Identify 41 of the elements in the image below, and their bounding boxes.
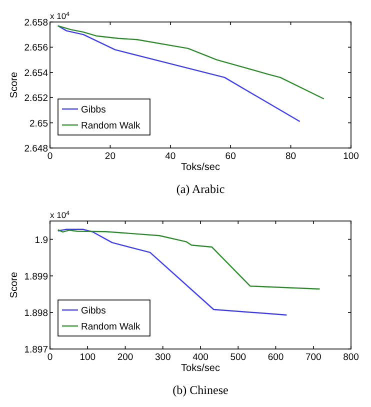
x-axis-title: Toks/sec	[181, 162, 220, 173]
line-series	[57, 25, 325, 100]
x-tick-label: 100	[80, 352, 96, 363]
y-tick-label: 2.658	[24, 18, 48, 28]
x-tick-label: 300	[154, 352, 171, 363]
x-tick-label: 800	[343, 352, 359, 363]
text: (a) Arabic	[176, 182, 225, 196]
text: x 10$^{4}$	[50, 11, 70, 21]
y-tick-label: 2.652	[24, 93, 48, 104]
text: (b) Chinese	[172, 383, 228, 397]
legend-label: Gibbs	[81, 104, 106, 116]
x-tick-label: 80	[286, 151, 296, 162]
line-series	[57, 228, 288, 316]
x-tick-label: 60	[225, 151, 236, 162]
y-tick-label: 2.656	[24, 42, 48, 54]
x-tick-label: 500	[230, 352, 246, 363]
y-tick-label: 2.654	[24, 68, 48, 79]
legend-label: Random Walk	[81, 322, 141, 332]
x-tick-label: 20	[104, 151, 116, 162]
text: x 10$^{4}$	[50, 210, 70, 220]
x-tick-label: 700	[305, 352, 322, 363]
x-tick-label: 200	[117, 352, 134, 363]
y-axis-title: Score	[9, 72, 20, 98]
line-series	[57, 25, 300, 122]
y-tick-label: 1.898	[24, 308, 48, 319]
y-tick-label: 2.65	[30, 118, 48, 130]
x-tick-label: 600	[268, 352, 284, 363]
x-tick-label: 0	[47, 352, 53, 363]
line-series	[57, 229, 320, 290]
legend-label: Random Walk	[81, 120, 141, 132]
x-tick-label: 0	[47, 151, 53, 162]
y-tick-label: 2.648	[24, 144, 48, 154]
y-tick-label: 1.899	[24, 271, 48, 282]
y-tick-label: 1.9	[34, 234, 48, 246]
x-axis-title: Toks/sec	[181, 363, 220, 374]
x-tick-label: 40	[165, 151, 176, 162]
y-axis-title: Score	[9, 272, 20, 298]
y-tick-label: 1.897	[24, 344, 48, 356]
legend-label: Gibbs	[81, 306, 106, 316]
x-tick-label: 400	[192, 352, 208, 363]
x-tick-label: 100	[343, 151, 359, 162]
